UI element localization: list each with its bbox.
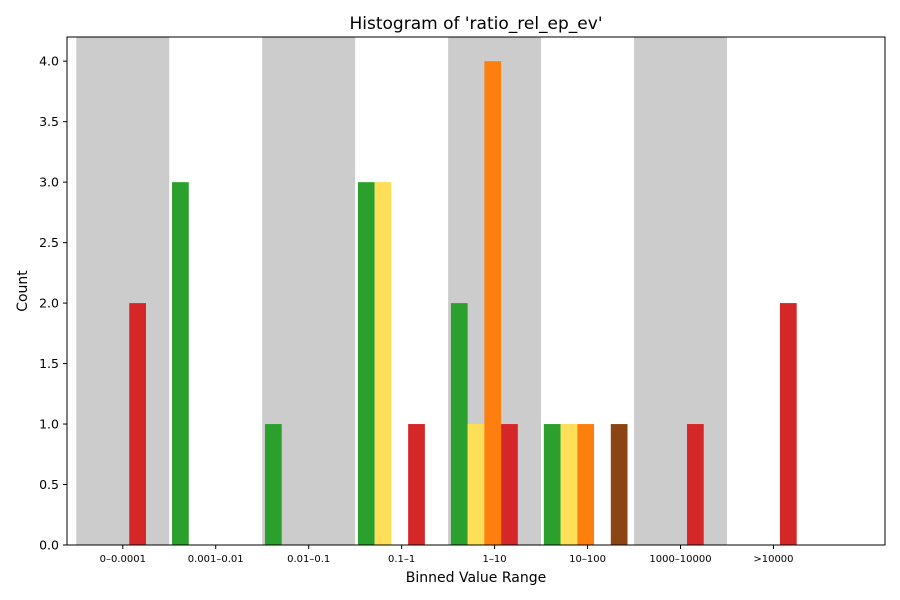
- bar-5: [408, 424, 425, 545]
- shaded-band-3: [634, 37, 727, 545]
- y-tick-label: 2.0: [39, 296, 59, 311]
- x-tick-label: 10–100: [569, 554, 606, 565]
- x-axis: 0–0.0001 0.001–0.01 0.01–0.1 0.1–1 1–10 10–10…: [100, 545, 794, 565]
- bar-11: [560, 424, 578, 545]
- y-tick-label: 4.0: [39, 54, 59, 69]
- bar-6: [450, 303, 468, 545]
- plot-frame: [66, 36, 886, 546]
- bar-1: [172, 182, 189, 545]
- bar-0: [129, 303, 147, 545]
- shaded-band-0: [76, 37, 170, 545]
- shaded-bands: [76, 37, 727, 545]
- bar-7: [467, 424, 485, 545]
- x-tick-label: 0–0.0001: [100, 554, 146, 565]
- y-tick-label: 2.5: [39, 235, 59, 250]
- bar-12: [577, 424, 595, 545]
- bar-3: [357, 182, 375, 545]
- y-tick-label: 0.5: [39, 477, 59, 492]
- y-tick-label: 1.0: [39, 417, 59, 432]
- x-tick-label: 1–10: [483, 554, 507, 565]
- y-tick-label: 3.5: [39, 114, 59, 129]
- x-tick-label: >10000: [753, 554, 793, 565]
- y-tick-label: 1.5: [39, 356, 59, 371]
- y-axis-label: Count: [15, 270, 31, 312]
- x-tick-label: 1000–10000: [649, 554, 711, 565]
- bar-10: [543, 424, 561, 545]
- y-tick-label: 3.0: [39, 175, 59, 190]
- y-tick-label: 0.0: [39, 538, 59, 553]
- bars: [129, 61, 797, 545]
- x-tick-label: 0.001–0.01: [188, 554, 244, 565]
- x-axis-label: Binned Value Range: [406, 570, 546, 586]
- bar-13: [610, 424, 628, 545]
- bar-8: [484, 61, 502, 545]
- x-tick-label: 0.1–1: [388, 554, 415, 565]
- bar-9: [501, 424, 518, 545]
- bar-14: [687, 424, 704, 545]
- bar-2: [264, 424, 282, 545]
- x-tick-label: 0.01–0.1: [287, 554, 330, 565]
- bar-4: [374, 182, 392, 545]
- y-axis: 0.0 0.5 1.0 1.5 2.0 2.5 3.0 3.5 4.0: [39, 54, 67, 553]
- bar-15: [779, 303, 797, 545]
- chart-title: Histogram of 'ratio_rel_ep_ev': [350, 14, 603, 34]
